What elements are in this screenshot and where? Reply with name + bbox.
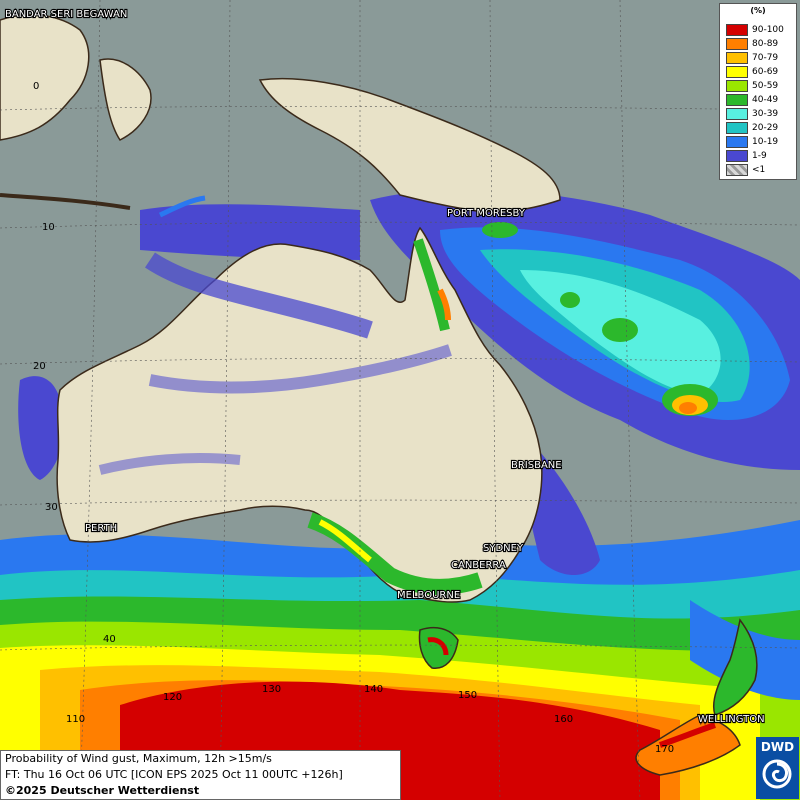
legend-label: 90-100 bbox=[752, 24, 784, 35]
city-melbourne: MELBOURNE bbox=[397, 590, 460, 601]
legend: (%) 90-100 80-89 70-79 60-69 50-59 40-49 30-39… bbox=[719, 3, 797, 180]
legend-row: 80-89 bbox=[726, 37, 778, 50]
legend-row: 40-49 bbox=[726, 93, 778, 106]
lon-label-130: 130 bbox=[262, 684, 281, 695]
city-wellington: WELLINGTON bbox=[698, 714, 765, 725]
info-box: Probability of Wind gust, Maximum, 12h >… bbox=[0, 750, 401, 800]
legend-row: 20-29 bbox=[726, 121, 778, 134]
legend-label: 70-79 bbox=[752, 52, 779, 63]
legend-swatch bbox=[726, 121, 748, 134]
city-port-moresby: PORT MORESBY bbox=[447, 208, 526, 219]
legend-swatch bbox=[726, 79, 748, 92]
city-bandar-seri-begawan: BANDAR SERI BEGAWAN bbox=[5, 9, 127, 20]
city-perth: PERTH bbox=[85, 523, 117, 534]
legend-label: <1 bbox=[752, 164, 766, 175]
lon-label-110: 110 bbox=[66, 714, 85, 725]
city-labels: BANDAR SERI BEGAWAN PORT MORESBY BRISBAN… bbox=[4, 8, 766, 726]
lat-label-10: 10 bbox=[42, 222, 55, 233]
legend-swatch bbox=[726, 51, 748, 64]
new-zealand bbox=[635, 618, 758, 776]
legend-swatch bbox=[726, 149, 748, 162]
lon-label-140: 140 bbox=[364, 684, 383, 695]
australia bbox=[56, 226, 543, 669]
lon-label-120: 120 bbox=[163, 692, 182, 703]
lon-label-170: 170 bbox=[655, 744, 674, 755]
swirl-icon bbox=[762, 759, 792, 789]
legend-label: 30-39 bbox=[752, 108, 779, 119]
city-canberra: CANBERRA bbox=[451, 560, 506, 571]
legend-label: 10-19 bbox=[752, 136, 779, 147]
new-guinea bbox=[0, 14, 561, 218]
legend-swatch bbox=[726, 65, 748, 78]
legend-swatch bbox=[726, 37, 748, 50]
legend-label: 40-49 bbox=[752, 94, 779, 105]
city-brisbane: BRISBANE bbox=[511, 460, 562, 471]
legend-label: 80-89 bbox=[752, 38, 779, 49]
latitude-labels: 0 10 20 30 40 bbox=[33, 81, 116, 645]
lon-label-150: 150 bbox=[458, 690, 477, 701]
legend-swatch bbox=[726, 107, 748, 120]
longitude-labels: 110 120 130 140 150 160 170 bbox=[66, 684, 674, 755]
legend-label: 20-29 bbox=[752, 122, 779, 133]
legend-row: <1 bbox=[726, 163, 765, 176]
legend-row: 60-69 bbox=[726, 65, 778, 78]
product-title: Probability of Wind gust, Maximum, 12h >… bbox=[5, 752, 272, 765]
lon-label-160: 160 bbox=[554, 714, 573, 725]
dwd-logo-text: DWD bbox=[760, 740, 795, 754]
forecast-time: FT: Thu 16 Oct 06 UTC [ICON EPS 2025 Oct… bbox=[5, 768, 343, 781]
legend-swatch bbox=[726, 93, 748, 106]
dwd-logo: DWD bbox=[756, 737, 799, 799]
lat-label-30: 30 bbox=[45, 502, 58, 513]
legend-label: 50-59 bbox=[752, 80, 779, 91]
legend-unit: (%) bbox=[750, 6, 766, 15]
legend-row: 10-19 bbox=[726, 135, 778, 148]
legend-swatch bbox=[726, 23, 748, 36]
legend-row: 30-39 bbox=[726, 107, 778, 120]
legend-label: 1-9 bbox=[752, 150, 767, 161]
city-sydney: SYDNEY bbox=[483, 543, 524, 554]
legend-label: 60-69 bbox=[752, 66, 779, 77]
legend-row: 90-100 bbox=[726, 23, 784, 36]
legend-row: 70-79 bbox=[726, 51, 778, 64]
lat-label-40: 40 bbox=[103, 634, 116, 645]
legend-swatch bbox=[726, 163, 748, 176]
legend-swatch bbox=[726, 135, 748, 148]
lat-label-0: 0 bbox=[33, 81, 39, 92]
legend-row: 50-59 bbox=[726, 79, 778, 92]
legend-row: 1-9 bbox=[726, 149, 767, 162]
copyright: ©2025 Deutscher Wetterdienst bbox=[5, 784, 200, 797]
lat-label-20: 20 bbox=[33, 361, 46, 372]
